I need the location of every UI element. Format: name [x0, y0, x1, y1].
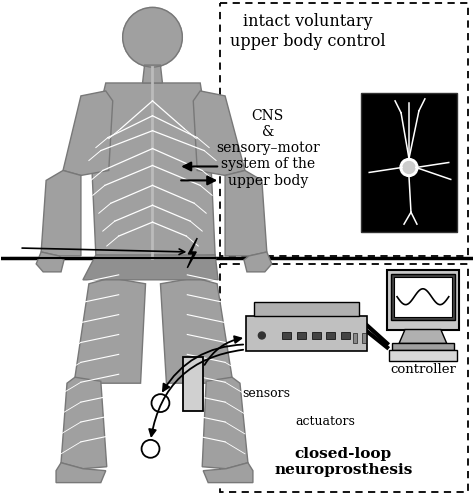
Bar: [254, 302, 359, 316]
Polygon shape: [399, 330, 447, 343]
Circle shape: [152, 394, 169, 412]
Bar: [391, 274, 455, 320]
Bar: [394, 277, 452, 317]
Polygon shape: [202, 377, 248, 469]
Bar: [389, 350, 457, 361]
Bar: [220, 3, 468, 256]
Polygon shape: [203, 463, 253, 483]
Text: sensors: sensors: [242, 387, 290, 400]
Text: CNS
&
sensory–motor
system of the
upper body: CNS & sensory–motor system of the upper …: [216, 109, 319, 188]
Polygon shape: [61, 377, 107, 469]
Bar: [183, 357, 203, 411]
Circle shape: [123, 7, 182, 67]
Circle shape: [400, 159, 418, 176]
Bar: [353, 333, 357, 343]
Bar: [361, 93, 457, 232]
Bar: [341, 331, 350, 339]
Bar: [282, 331, 291, 339]
Circle shape: [142, 440, 159, 458]
Polygon shape: [56, 463, 106, 483]
Polygon shape: [244, 252, 272, 272]
Polygon shape: [36, 252, 64, 272]
Polygon shape: [161, 278, 232, 383]
Polygon shape: [193, 91, 245, 175]
Bar: [220, 264, 468, 492]
Polygon shape: [143, 65, 163, 83]
Bar: [297, 331, 306, 339]
Bar: [327, 331, 336, 339]
Polygon shape: [75, 278, 146, 383]
Polygon shape: [225, 170, 267, 256]
Bar: [387, 270, 459, 330]
Text: intact voluntary
upper body control: intact voluntary upper body control: [230, 13, 385, 50]
Bar: [362, 333, 366, 343]
Text: closed-loop
neuroprosthesis: closed-loop neuroprosthesis: [274, 447, 412, 477]
Polygon shape: [91, 83, 215, 258]
Bar: [246, 316, 367, 351]
Bar: [311, 331, 320, 339]
Text: controller: controller: [390, 363, 456, 376]
Polygon shape: [41, 170, 81, 256]
Circle shape: [258, 332, 265, 339]
Bar: [392, 343, 454, 350]
Polygon shape: [63, 91, 113, 175]
Polygon shape: [83, 255, 218, 280]
Polygon shape: [187, 238, 197, 268]
Circle shape: [403, 162, 415, 173]
Text: actuators: actuators: [296, 415, 356, 428]
